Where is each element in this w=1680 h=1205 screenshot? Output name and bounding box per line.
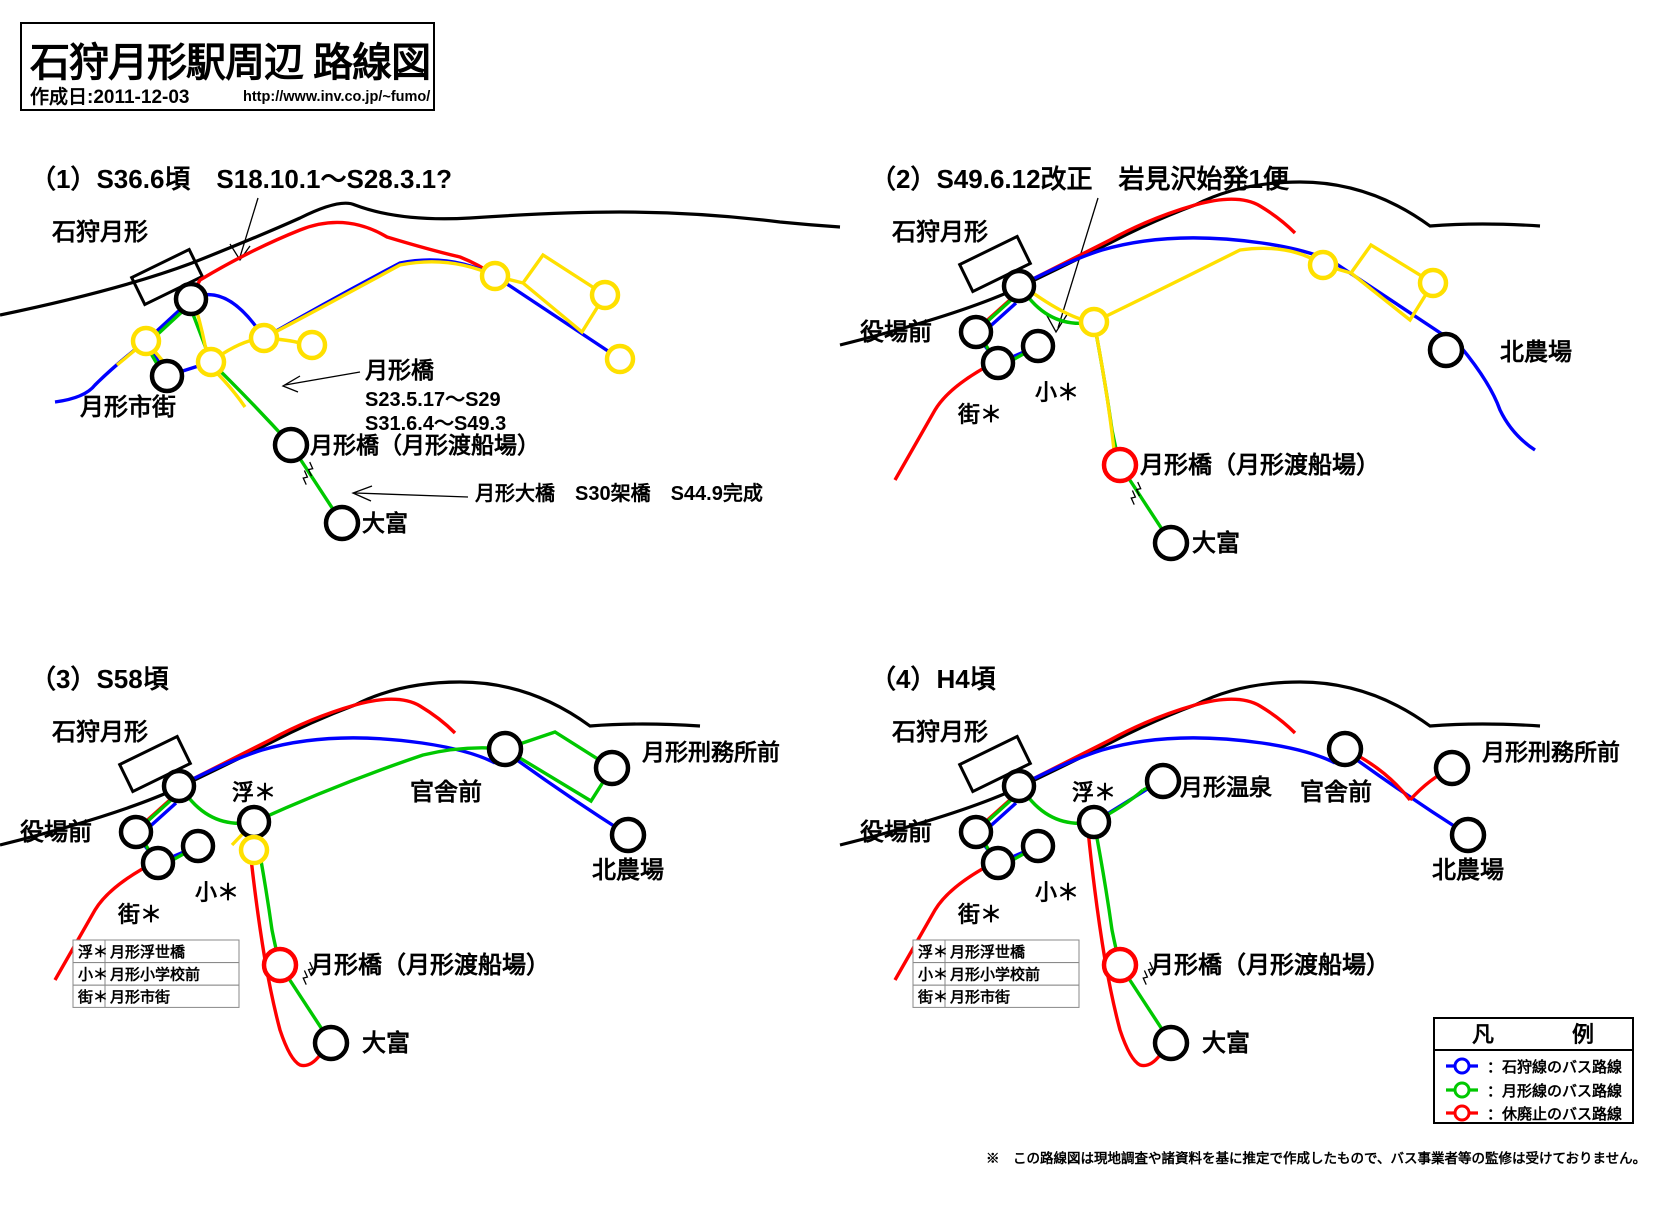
svg-text:（1）S36.6頃 S18.10.1～S28.3.1?: （1）S36.6頃 S18.10.1～S28.3.1?	[30, 164, 452, 194]
svg-text:：月形線のバス路線: ：月形線のバス路線	[1487, 1082, 1622, 1100]
svg-text:月形刑務所前: 月形刑務所前	[1481, 739, 1620, 765]
svg-text:役場前: 役場前	[860, 318, 932, 346]
svg-text:官舎前: 官舎前	[1300, 778, 1372, 806]
svg-text:（2）S49.6.12改正 岩見沢始発1便: （2）S49.6.12改正 岩見沢始発1便	[870, 164, 1290, 194]
svg-text:月形市街: 月形市街	[109, 988, 170, 1006]
svg-text:大富: 大富	[362, 1029, 410, 1057]
svg-text:月形温泉: 月形温泉	[1179, 774, 1273, 800]
svg-text:月形橋（月形渡船場）: 月形橋（月形渡船場）	[309, 951, 550, 979]
svg-text:大富: 大富	[1192, 529, 1240, 557]
svg-text:月形市街: 月形市街	[949, 988, 1010, 1006]
svg-text:：石狩線のバス路線: ：石狩線のバス路線	[1487, 1058, 1622, 1076]
svg-text:役場前: 役場前	[20, 818, 92, 846]
svg-text:S23.5.17～S29: S23.5.17～S29	[365, 389, 501, 411]
svg-text:月形刑務所前: 月形刑務所前	[641, 739, 780, 765]
svg-text:石狩月形: 石狩月形	[51, 718, 148, 746]
svg-text:月形橋（月形渡船場）: 月形橋（月形渡船場）	[309, 432, 540, 458]
svg-text:月形浮世橋: 月形浮世橋	[949, 943, 1026, 961]
svg-text:月形小学校前: 月形小学校前	[949, 966, 1040, 984]
svg-text:浮＊: 浮＊	[78, 943, 108, 961]
svg-text:浮＊: 浮＊	[232, 780, 276, 805]
svg-text:（3）S58頃: （3）S58頃	[30, 664, 170, 694]
svg-text:官舎前: 官舎前	[410, 778, 482, 806]
svg-text:石狩月形: 石狩月形	[891, 718, 988, 746]
svg-text:北農場: 北農場	[1432, 856, 1504, 884]
svg-text:小＊: 小＊	[195, 880, 239, 905]
svg-text:小＊: 小＊	[1035, 880, 1079, 905]
svg-text:：休廃止のバス路線: ：休廃止のバス路線	[1487, 1105, 1622, 1123]
svg-text:月形橋（月形渡船場）: 月形橋（月形渡船場）	[1139, 451, 1380, 479]
svg-text:例: 例	[1572, 1022, 1594, 1047]
svg-text:月形大橋 S30架橋 S44.9完成: 月形大橋 S30架橋 S44.9完成	[474, 481, 763, 505]
svg-text:小＊: 小＊	[1035, 380, 1079, 405]
svg-text:北農場: 北農場	[592, 856, 664, 884]
svg-text:役場前: 役場前	[860, 818, 932, 846]
svg-text:街＊: 街＊	[957, 402, 1002, 427]
svg-text:作成日:2011-12-03: 作成日:2011-12-03	[30, 85, 189, 108]
svg-text:（4）H4頃: （4）H4頃	[870, 664, 997, 694]
svg-text:石狩月形駅周辺 路線図: 石狩月形駅周辺 路線図	[30, 41, 430, 85]
svg-text:小＊: 小＊	[78, 967, 108, 984]
svg-text:北農場: 北農場	[1500, 338, 1572, 366]
svg-text:街＊: 街＊	[957, 902, 1002, 927]
svg-text:浮＊: 浮＊	[918, 943, 948, 961]
svg-text:月形浮世橋: 月形浮世橋	[109, 943, 186, 961]
svg-text:月形小学校前: 月形小学校前	[109, 966, 200, 984]
svg-text:街＊: 街＊	[917, 988, 948, 1006]
svg-text:大富: 大富	[362, 510, 408, 536]
svg-text:月形橋: 月形橋	[364, 357, 435, 383]
svg-text:凡: 凡	[1472, 1022, 1494, 1047]
svg-text:月形橋（月形渡船場）: 月形橋（月形渡船場）	[1149, 951, 1390, 979]
svg-text:http://www.inv.co.jp/~fumo/: http://www.inv.co.jp/~fumo/	[243, 89, 430, 105]
svg-text:大富: 大富	[1202, 1029, 1250, 1057]
svg-text:石狩月形: 石狩月形	[891, 218, 988, 246]
svg-text:小＊: 小＊	[918, 967, 948, 984]
svg-text:月形市街: 月形市街	[79, 393, 176, 421]
svg-text:浮＊: 浮＊	[1072, 780, 1116, 805]
svg-text:※ この路線図は現地調査や諸資料を基に推定で作成したもので、: ※ この路線図は現地調査や諸資料を基に推定で作成したもので、バス事業者等の監修は…	[986, 1150, 1646, 1166]
svg-text:街＊: 街＊	[117, 902, 162, 927]
svg-text:街＊: 街＊	[77, 988, 108, 1006]
svg-text:石狩月形: 石狩月形	[51, 218, 148, 246]
